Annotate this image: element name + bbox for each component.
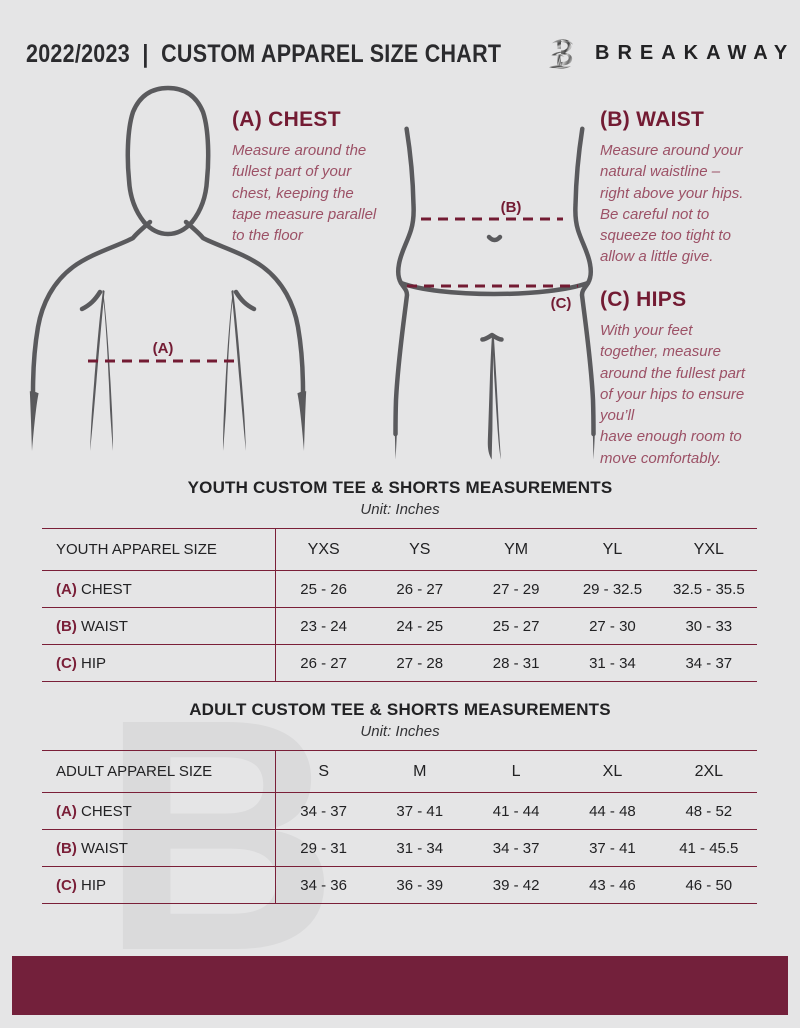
svg-text:(B): (B) (501, 199, 522, 216)
svg-text:(C): (C) (551, 295, 572, 312)
svg-text:(A): (A) (153, 340, 174, 357)
